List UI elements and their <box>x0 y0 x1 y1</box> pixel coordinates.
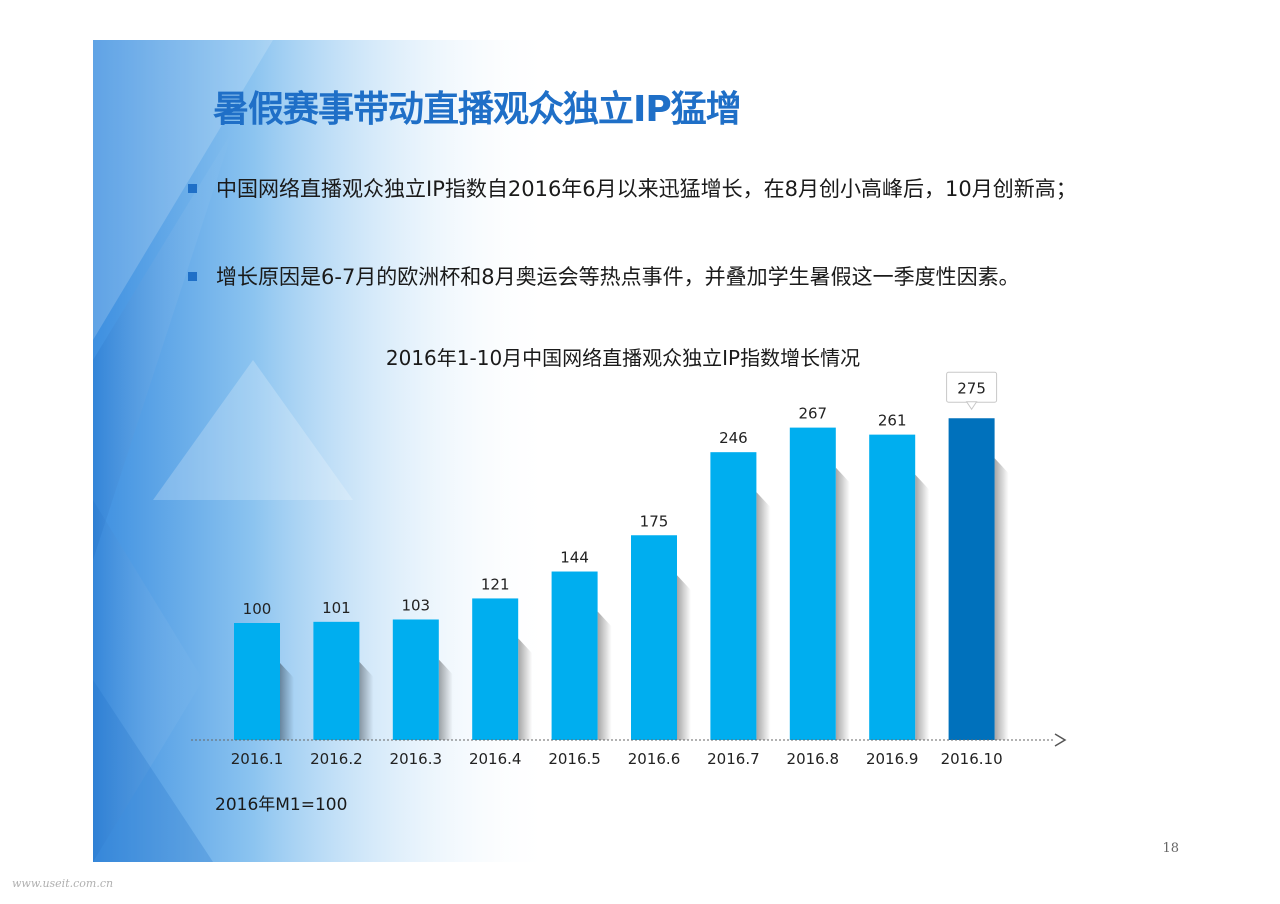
data-label: 175 <box>640 512 669 530</box>
bar-shadow <box>677 575 691 740</box>
square-bullet-icon <box>188 184 197 193</box>
data-label: 267 <box>798 405 827 423</box>
bullet-text: 增长原因是6-7月的欧洲杯和8月奥运会等热点事件，并叠加学生暑假这一季度性因素。 <box>216 265 1020 289</box>
data-label: 261 <box>878 412 907 430</box>
x-tick-label: 2016.2 <box>310 750 363 768</box>
bar <box>869 434 916 740</box>
bar-chart: 100 2016.1 101 2016.2 103 2016.3 121 2016.4 144 2… <box>191 371 1067 768</box>
data-label: 100 <box>243 600 272 618</box>
x-axis-arrow-icon <box>1054 733 1067 747</box>
data-label: 275 <box>957 379 986 397</box>
bar-shadow <box>756 492 771 740</box>
callout-pointer <box>965 401 978 411</box>
bar-shadow <box>915 474 930 740</box>
data-label: 144 <box>560 549 589 567</box>
slide: 暑假赛事带动直播观众独立IP猛增 中国网络直播观众独立IP指数自2016年6月以… <box>93 40 1195 862</box>
bar-shadow <box>280 663 294 740</box>
chart-title: 2016年1-10月中国网络直播观众独立IP指数增长情况 <box>385 346 861 370</box>
bar <box>789 427 836 740</box>
data-label: 101 <box>322 599 351 617</box>
bar <box>234 623 280 740</box>
bar-shadow <box>835 467 850 740</box>
page-number: 18 <box>1162 841 1179 856</box>
bar-shadow <box>597 611 612 740</box>
x-tick-label: 2016.10 <box>941 750 1003 768</box>
bar-shadow <box>994 458 1009 740</box>
slide-title: 暑假赛事带动直播观众独立IP猛增 <box>213 89 742 130</box>
bar-shadow <box>359 661 374 740</box>
bar-shadow <box>518 638 533 740</box>
bar <box>948 418 995 740</box>
bar <box>551 571 598 740</box>
x-tick-label: 2016.4 <box>469 750 522 768</box>
x-tick-label: 2016.1 <box>231 750 284 768</box>
bar <box>472 598 519 740</box>
bar <box>631 535 677 740</box>
x-tick-label: 2016.5 <box>548 750 601 768</box>
x-tick-label: 2016.8 <box>787 750 840 768</box>
bullet-text: 中国网络直播观众独立IP指数自2016年6月以来迅猛增长，在8月创小高峰后，10… <box>216 177 1077 201</box>
x-tick-label: 2016.7 <box>707 750 760 768</box>
bar <box>710 452 757 740</box>
bar <box>313 621 360 740</box>
data-label: 103 <box>401 596 430 614</box>
watermark-text: www.useit.com.cn <box>12 877 114 890</box>
bullet-item: 中国网络直播观众独立IP指数自2016年6月以来迅猛增长，在8月创小高峰后，10… <box>188 169 1108 210</box>
x-tick-label: 2016.9 <box>866 750 919 768</box>
square-bullet-icon <box>188 272 197 281</box>
index-base-note: 2016年M1=100 <box>215 795 348 815</box>
data-label: 121 <box>481 575 510 593</box>
bar <box>392 619 439 740</box>
x-tick-label: 2016.6 <box>628 750 681 768</box>
bullet-item: 增长原因是6-7月的欧洲杯和8月奥运会等热点事件，并叠加学生暑假这一季度性因素。 <box>188 257 1108 298</box>
x-tick-label: 2016.3 <box>390 750 443 768</box>
bar-shadow <box>438 659 453 740</box>
data-label: 246 <box>719 429 748 447</box>
